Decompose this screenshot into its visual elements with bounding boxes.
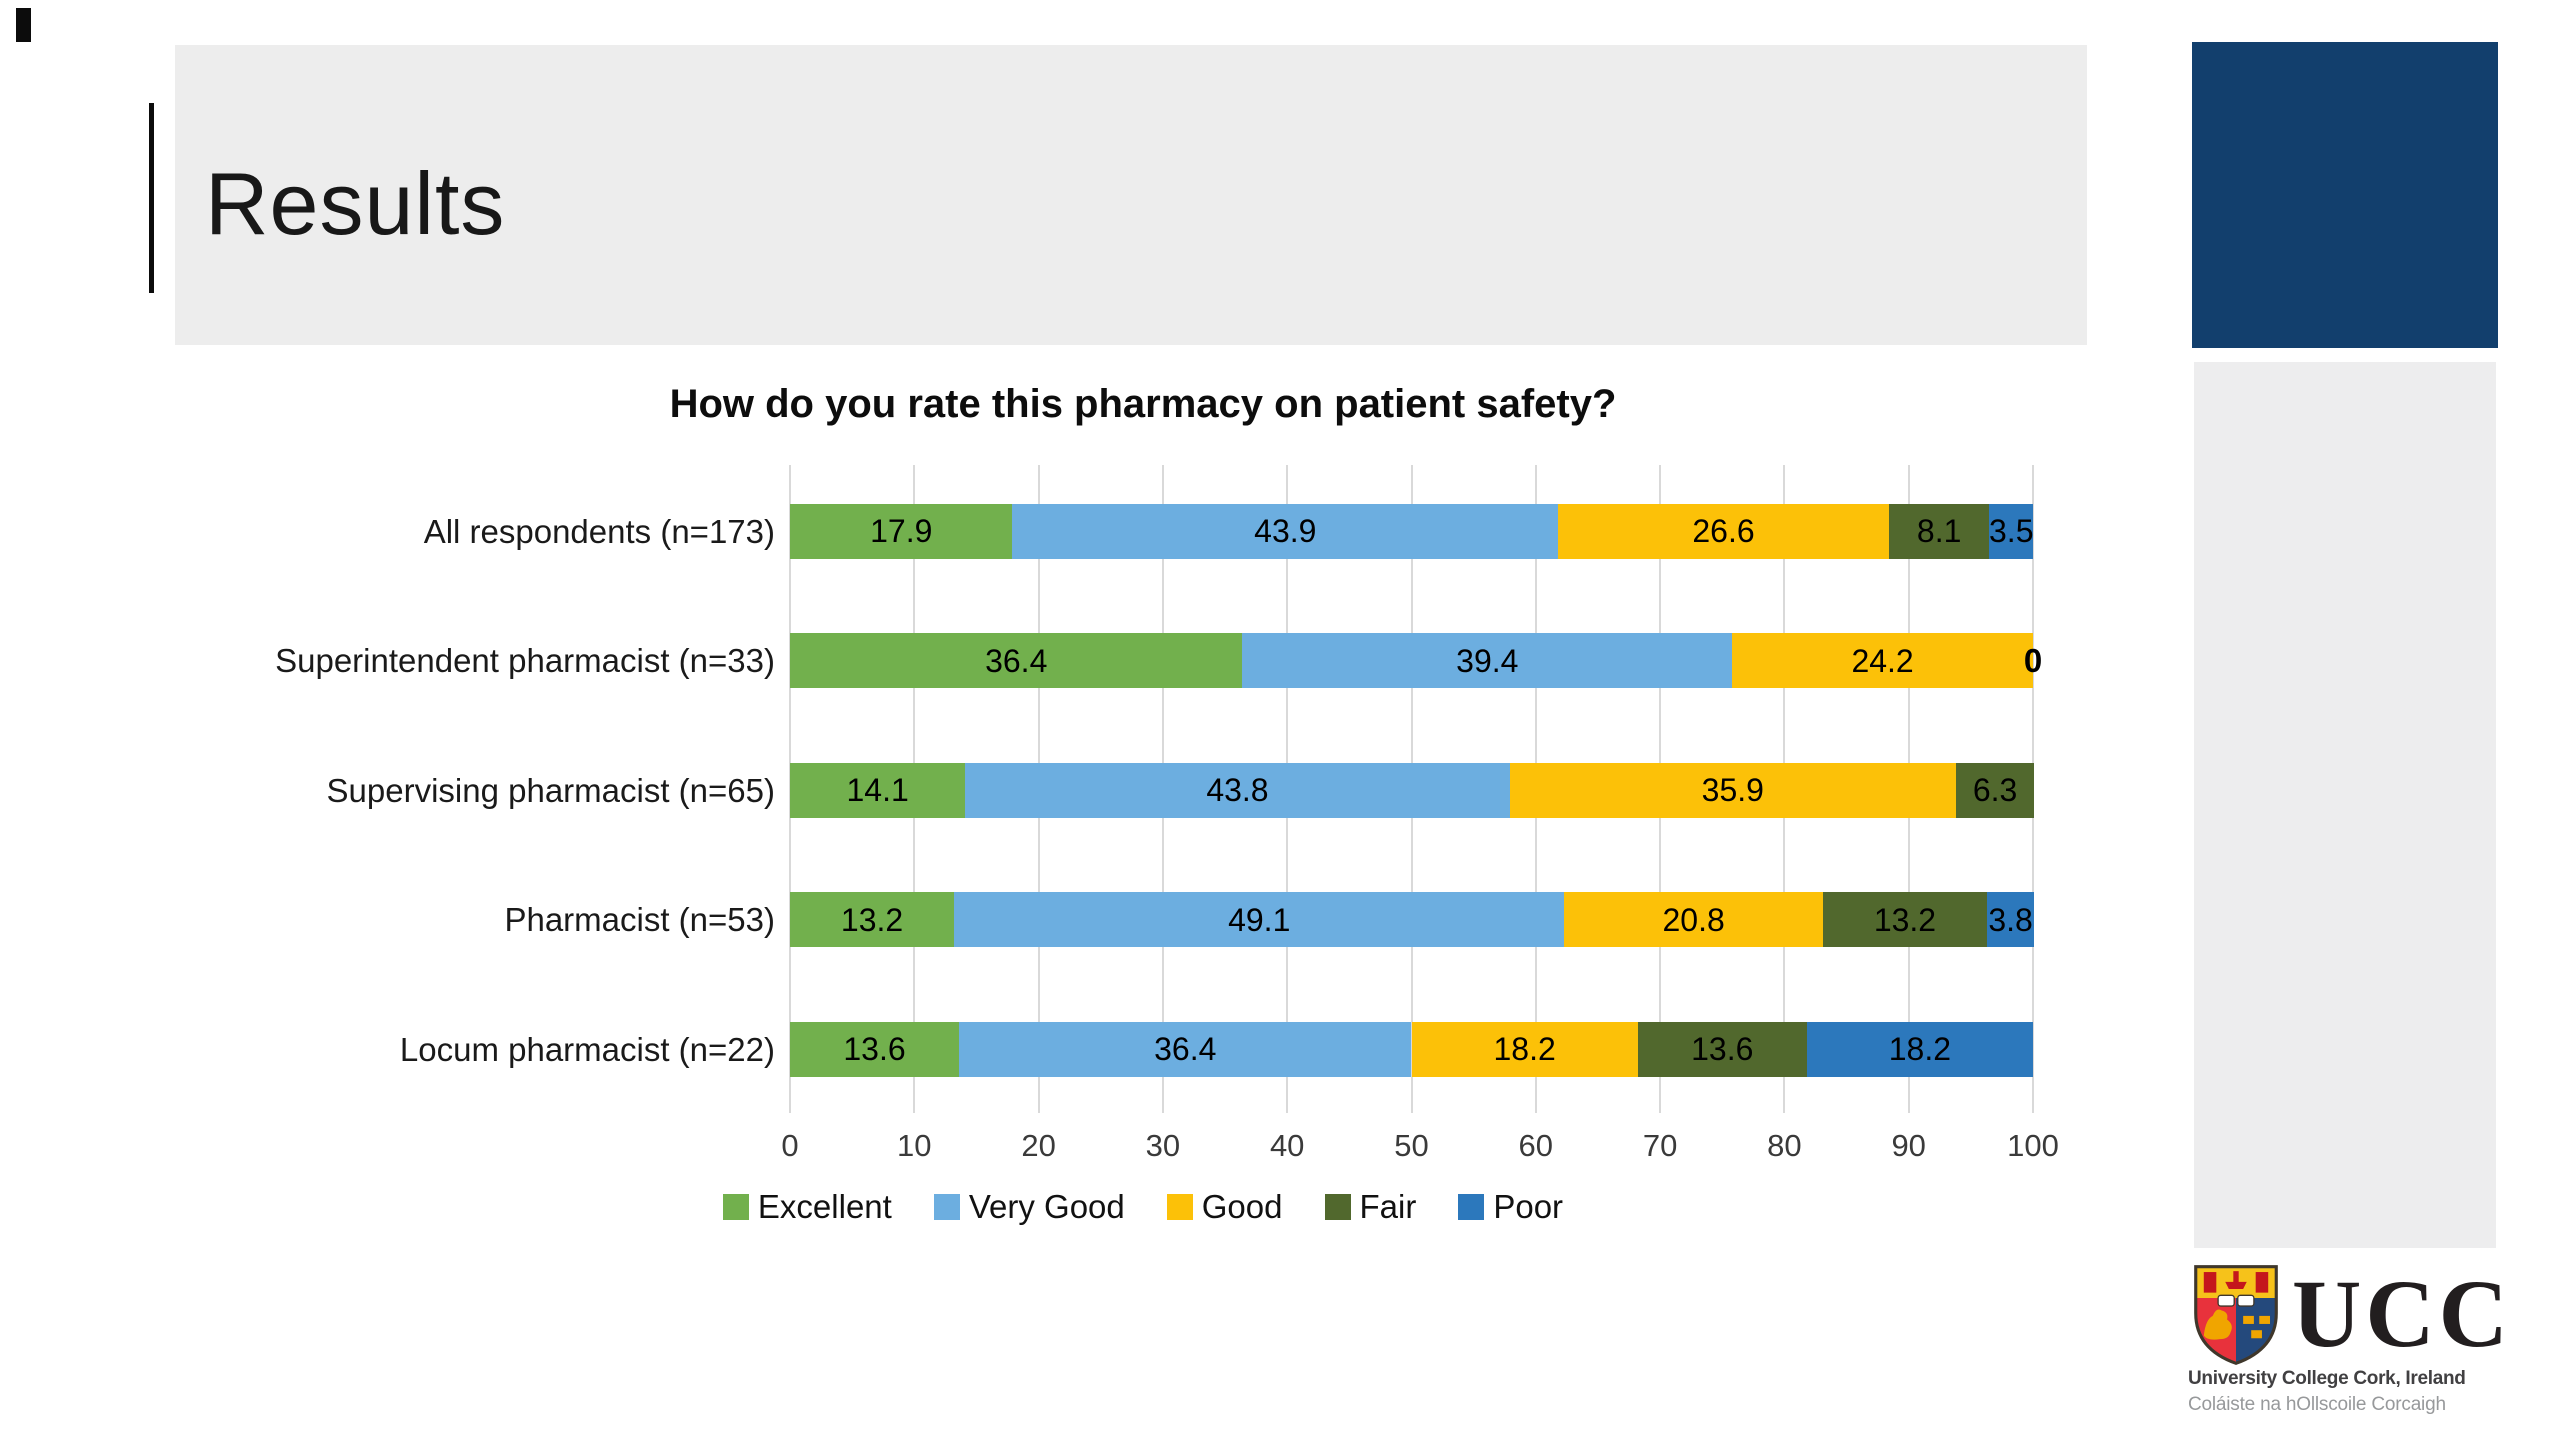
slide-header: Results <box>175 45 2087 345</box>
legend-item: Poor <box>1458 1188 1563 1226</box>
legend-label: Very Good <box>968 1188 1125 1225</box>
x-axis: 0 10 20 30 40 50 60 70 80 90 100 <box>781 1128 2058 1168</box>
bar-segment-excellent: 17.9 <box>790 503 1013 559</box>
bar-value-label: 43.8 <box>1206 772 1269 809</box>
legend-item: Excellent <box>722 1188 892 1226</box>
x-tick-label: 30 <box>1145 1128 1181 1163</box>
x-tick-label: 100 <box>2007 1128 2059 1163</box>
stray-mark <box>149 103 154 293</box>
bar-segment-good: 24.2 <box>1732 633 2033 689</box>
category-label: All respondents (n=173) <box>423 512 775 550</box>
bar-segment-very-good: 43.8 <box>965 762 1510 818</box>
bar-value-label: 43.9 <box>1254 513 1317 549</box>
bar-value-label: 17.9 <box>870 513 933 549</box>
legend-item: Good <box>1166 1188 1283 1226</box>
bar-row: 14.1 43.8 35.9 6.3 <box>790 762 2035 818</box>
bar-segment-good: 35.9 <box>1509 762 1956 818</box>
legend-swatch-good <box>1166 1194 1193 1220</box>
logo-line1: University College Cork, Ireland <box>2188 1368 2466 1389</box>
legend: Excellent Very Good Good Fair Poor <box>253 1188 2033 1226</box>
logo-acronym: UCC <box>2292 1260 2512 1367</box>
bar-value-label: 8.1 <box>1916 513 1962 549</box>
category-label: Supervising pharmacist (n=65) <box>326 771 775 809</box>
bar-value-label: 35.9 <box>1701 772 1764 809</box>
bar-value-label: 18.2 <box>1888 1031 1952 1068</box>
bar-segment-excellent: 13.2 <box>790 892 955 948</box>
x-tick-label: 40 <box>1269 1128 1305 1163</box>
bar-value-label: 3.8 <box>1988 901 2033 938</box>
bar-value-label: 18.2 <box>1493 1031 1556 1068</box>
legend-label: Fair <box>1359 1188 1417 1225</box>
bar-value-label: 14.1 <box>846 772 909 809</box>
bar-segment-very-good: 39.4 <box>1242 633 1733 689</box>
bar-segment-fair: 8.1 <box>1888 503 1990 559</box>
bar-value-label: 13.6 <box>843 1031 906 1068</box>
x-tick-label: 0 <box>781 1128 799 1163</box>
x-tick-label: 80 <box>1767 1128 1802 1163</box>
category-label: Locum pharmacist (n=22) <box>399 1030 775 1068</box>
bar-value-label: 13.2 <box>1873 901 1937 938</box>
side-panel <box>2194 362 2496 1248</box>
bar-value-label: 6.3 <box>1972 772 2018 809</box>
legend-label: Poor <box>1493 1188 1564 1225</box>
x-tick-label: 50 <box>1394 1128 1429 1163</box>
bar-segment-good: 20.8 <box>1564 892 1823 948</box>
bar-segment-poor: 3.8 <box>1987 892 2035 948</box>
bar-segment-good: 18.2 <box>1411 1021 1638 1077</box>
bar-segment-excellent: 14.1 <box>790 762 966 818</box>
ucc-crest-icon <box>2194 1265 2278 1365</box>
bar-value-label: 26.6 <box>1692 513 1755 549</box>
stray-mark <box>16 8 31 42</box>
bar-segment-fair: 6.3 <box>1955 762 2035 818</box>
category-label: Superintendent pharmacist (n=33) <box>275 642 775 680</box>
bar-row: 13.2 49.1 20.8 13.2 3.8 <box>790 892 2035 948</box>
x-tick-label: 60 <box>1518 1128 1554 1163</box>
bar-segment-poor: 18.2 <box>1806 1021 2033 1077</box>
bar-value-label: 13.2 <box>840 901 904 938</box>
zero-value-label: 0 <box>2023 642 2043 680</box>
legend-item: Very Good <box>933 1188 1125 1226</box>
bar-value-label: 36.4 <box>1154 1031 1217 1068</box>
x-tick-label: 10 <box>897 1128 932 1163</box>
legend-label: Good <box>1201 1188 1283 1225</box>
bar-segment-poor: 3.5 <box>1989 503 2034 559</box>
chart-title: How do you rate this pharmacy on patient… <box>669 382 1617 426</box>
bar-value-label: 20.8 <box>1662 901 1725 938</box>
bar-segment-excellent: 36.4 <box>790 633 1243 689</box>
bar-segment-excellent: 13.6 <box>790 1021 960 1077</box>
bar-row: 13.6 36.4 18.2 13.6 18.2 <box>790 1021 2033 1077</box>
legend-swatch-very-good <box>933 1194 960 1220</box>
page-title: Results <box>205 154 506 253</box>
x-tick-label: 20 <box>1021 1128 1056 1163</box>
bar-segment-good: 26.6 <box>1558 503 1889 559</box>
x-tick-label: 70 <box>1642 1128 1678 1163</box>
bar-row: 17.9 43.9 26.6 8.1 3.5 <box>790 503 2034 559</box>
logo-line2: Coláiste na hOllscoile Corcaigh <box>2188 1394 2446 1415</box>
bar-value-label: 39.4 <box>1456 642 1519 679</box>
bar-value-label: 24.2 <box>1851 642 1914 679</box>
bar-segment-very-good: 36.4 <box>959 1021 1412 1077</box>
bar-value-label: 36.4 <box>985 642 1048 679</box>
bar-value-label: 3.5 <box>1989 513 2034 549</box>
accent-block <box>2192 42 2498 348</box>
bar-segment-very-good: 49.1 <box>954 892 1565 948</box>
plot-area: 17.9 43.9 26.6 8.1 3.5 36.4 39.4 24.2 14.1 43.8 35… <box>789 465 2042 1113</box>
legend-swatch-fair <box>1324 1194 1351 1220</box>
bar-segment-fair: 13.6 <box>1637 1021 1807 1077</box>
legend-item: Fair <box>1324 1188 1417 1226</box>
legend-swatch-poor <box>1458 1194 1485 1220</box>
bar-row: 36.4 39.4 24.2 <box>790 633 2033 689</box>
bar-segment-very-good: 43.9 <box>1012 503 1559 559</box>
bar-segment-fair: 13.2 <box>1822 892 1987 948</box>
ucc-logo: UCC University College Cork, Ireland Col… <box>2188 1262 2508 1427</box>
bar-value-label: 13.6 <box>1691 1031 1754 1068</box>
legend-label: Excellent <box>757 1188 892 1225</box>
legend-swatch-excellent <box>722 1194 749 1220</box>
x-tick-label: 90 <box>1891 1128 1926 1163</box>
category-label: Pharmacist (n=53) <box>504 901 775 939</box>
bar-value-label: 49.1 <box>1228 901 1291 938</box>
